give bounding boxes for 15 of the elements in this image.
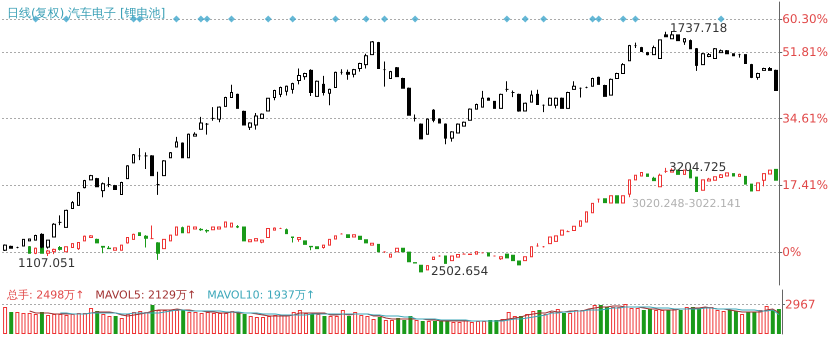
y-tick-label: 0% [782, 245, 802, 260]
series-label: 总手: 2498万↑ [6, 288, 84, 302]
y-tick-label: 34.61% [782, 111, 828, 126]
y-tick-label: 17.41% [782, 178, 828, 192]
series-label: MAVOL10: 1937万↑ [207, 288, 316, 302]
y-tick-label: 60.30% [782, 12, 828, 26]
y-tick-label: 51.81% [782, 44, 828, 59]
chart-title: 日线(复权) 汽车电子 [锂电池] [7, 6, 166, 20]
annotation: 3204.725 [669, 160, 726, 174]
annotation: 2502.654 [431, 264, 488, 278]
annotation: 1107.051 [18, 256, 76, 270]
annotation: 1737.718 [670, 21, 728, 35]
series-label: MAVOL5: 2129万↑ [95, 288, 196, 302]
annotation: 3020.248-3022.141 [632, 197, 741, 210]
y-tick-label: 2967 [785, 297, 816, 312]
